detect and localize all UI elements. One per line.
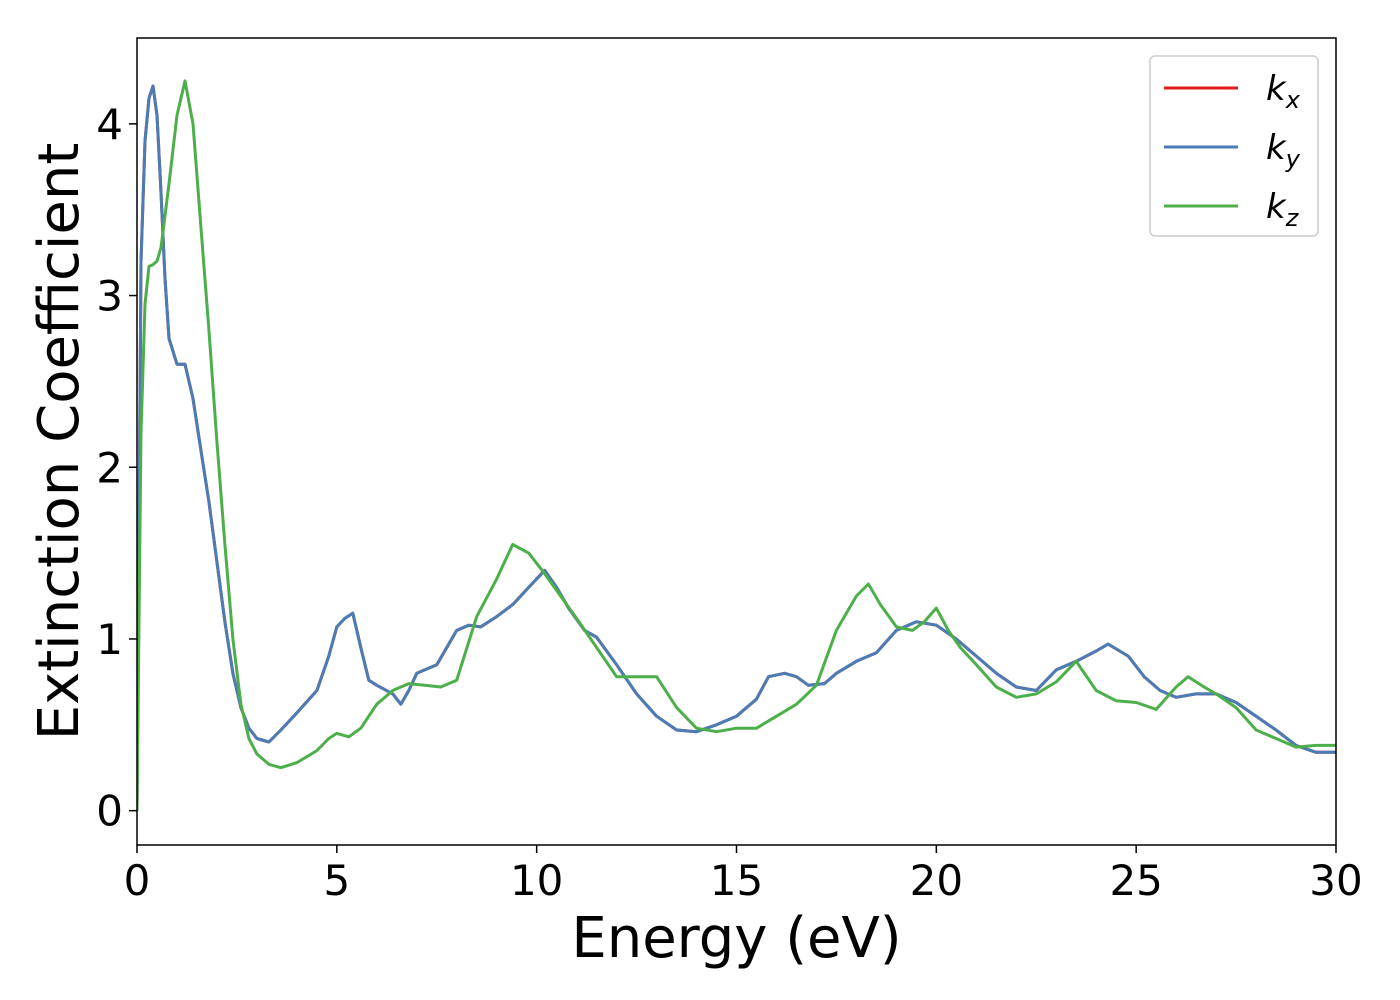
y-tick-label: 2	[96, 443, 123, 492]
y-tick-label: 4	[96, 100, 123, 149]
y-tick-label: 0	[96, 787, 123, 836]
x-tick-label: 20	[910, 856, 963, 905]
x-tick-label: 0	[124, 856, 151, 905]
y-tick-label: 3	[96, 272, 123, 321]
legend: kx ky kz	[1149, 55, 1319, 237]
x-tick-label: 25	[1109, 856, 1162, 905]
y-axis: 0 1 2 3 4	[96, 100, 137, 836]
x-axis: 0 5 10 15 20 25 30	[124, 845, 1363, 905]
legend-label-ky: ky	[1266, 128, 1301, 173]
series-line-ky	[137, 84, 1336, 811]
x-tick-label: 15	[710, 856, 763, 905]
x-tick-label: 30	[1309, 856, 1362, 905]
x-axis-label: Energy (eV)	[571, 906, 901, 971]
y-tick-label: 1	[96, 615, 123, 664]
y-axis-label: Extinction Coefficient	[27, 143, 92, 741]
legend-label-kz: kz	[1266, 187, 1300, 232]
legend-label-kx: kx	[1266, 69, 1301, 114]
x-tick-label: 5	[323, 856, 350, 905]
series-layer	[137, 79, 1336, 811]
x-tick-label: 10	[510, 856, 563, 905]
series-line-kz	[137, 79, 1336, 811]
